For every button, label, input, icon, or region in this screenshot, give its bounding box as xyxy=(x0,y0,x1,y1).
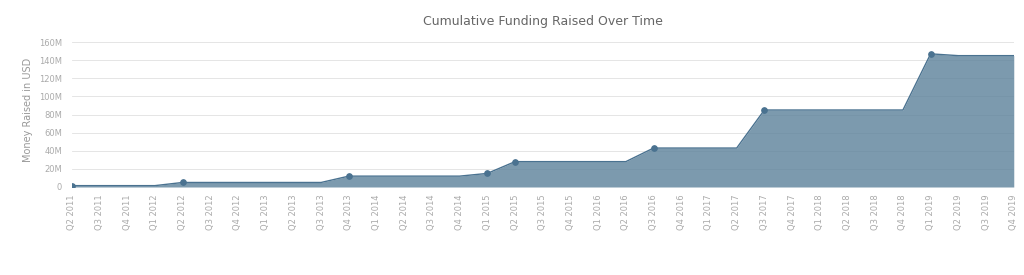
Y-axis label: Money Raised in USD: Money Raised in USD xyxy=(24,58,33,162)
Point xyxy=(63,183,80,188)
Title: Cumulative Funding Raised Over Time: Cumulative Funding Raised Over Time xyxy=(423,15,663,28)
Point xyxy=(174,180,190,185)
Point xyxy=(756,108,772,112)
Point xyxy=(923,52,939,56)
Point xyxy=(341,174,357,178)
Point xyxy=(645,146,662,150)
Point xyxy=(507,160,523,164)
Point xyxy=(479,171,496,176)
